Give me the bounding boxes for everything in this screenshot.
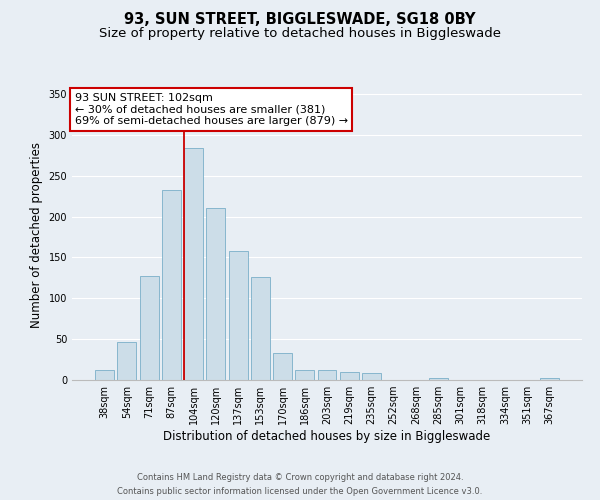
X-axis label: Distribution of detached houses by size in Biggleswade: Distribution of detached houses by size … — [163, 430, 491, 443]
Bar — [362, 374, 381, 380]
Text: 93 SUN STREET: 102sqm
← 30% of detached houses are smaller (381)
69% of semi-det: 93 SUN STREET: 102sqm ← 30% of detached … — [74, 93, 347, 126]
Bar — [251, 277, 270, 380]
Text: Size of property relative to detached houses in Biggleswade: Size of property relative to detached ho… — [99, 28, 501, 40]
Bar — [140, 276, 158, 380]
Bar — [206, 208, 225, 380]
Bar — [429, 378, 448, 380]
Bar — [184, 148, 203, 380]
Bar — [540, 378, 559, 380]
Bar — [273, 353, 292, 380]
Bar — [95, 370, 114, 380]
Bar — [340, 372, 359, 380]
Text: Contains HM Land Registry data © Crown copyright and database right 2024.: Contains HM Land Registry data © Crown c… — [137, 473, 463, 482]
Bar — [229, 251, 248, 380]
Text: Contains public sector information licensed under the Open Government Licence v3: Contains public sector information licen… — [118, 486, 482, 496]
Y-axis label: Number of detached properties: Number of detached properties — [30, 142, 43, 328]
Bar — [295, 370, 314, 380]
Bar — [118, 342, 136, 380]
Text: 93, SUN STREET, BIGGLESWADE, SG18 0BY: 93, SUN STREET, BIGGLESWADE, SG18 0BY — [124, 12, 476, 28]
Bar — [162, 190, 181, 380]
Bar — [317, 370, 337, 380]
